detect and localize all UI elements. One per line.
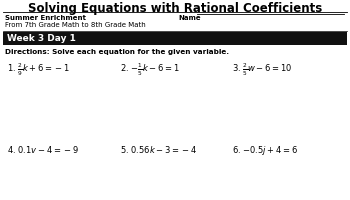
Text: Week 3 Day 1: Week 3 Day 1 (7, 34, 76, 43)
Bar (3, 33, 347, 46)
Text: 5. $0.56k - 3 = -4$: 5. $0.56k - 3 = -4$ (120, 143, 197, 154)
Text: Summer Enrichment: Summer Enrichment (5, 15, 86, 21)
Text: Name: Name (178, 15, 201, 21)
Text: 2. $-\frac{1}{5}k - 6 = 1$: 2. $-\frac{1}{5}k - 6 = 1$ (120, 62, 180, 78)
Text: From 7th Grade Math to 8th Grade Math: From 7th Grade Math to 8th Grade Math (5, 22, 146, 28)
Text: 1. $\frac{2}{9}k + 6 = -1$: 1. $\frac{2}{9}k + 6 = -1$ (7, 62, 70, 78)
Text: Solving Equations with Rational Coefficients: Solving Equations with Rational Coeffici… (28, 2, 322, 15)
Text: 6. $-0.5j + 4 = 6$: 6. $-0.5j + 4 = 6$ (232, 143, 298, 156)
Text: 4. $0.1v - 4 = -9$: 4. $0.1v - 4 = -9$ (7, 143, 79, 154)
Text: 3. $\frac{2}{5}w - 6 = 10$: 3. $\frac{2}{5}w - 6 = 10$ (232, 62, 292, 78)
Text: Directions: Solve each equation for the given variable.: Directions: Solve each equation for the … (5, 49, 229, 55)
